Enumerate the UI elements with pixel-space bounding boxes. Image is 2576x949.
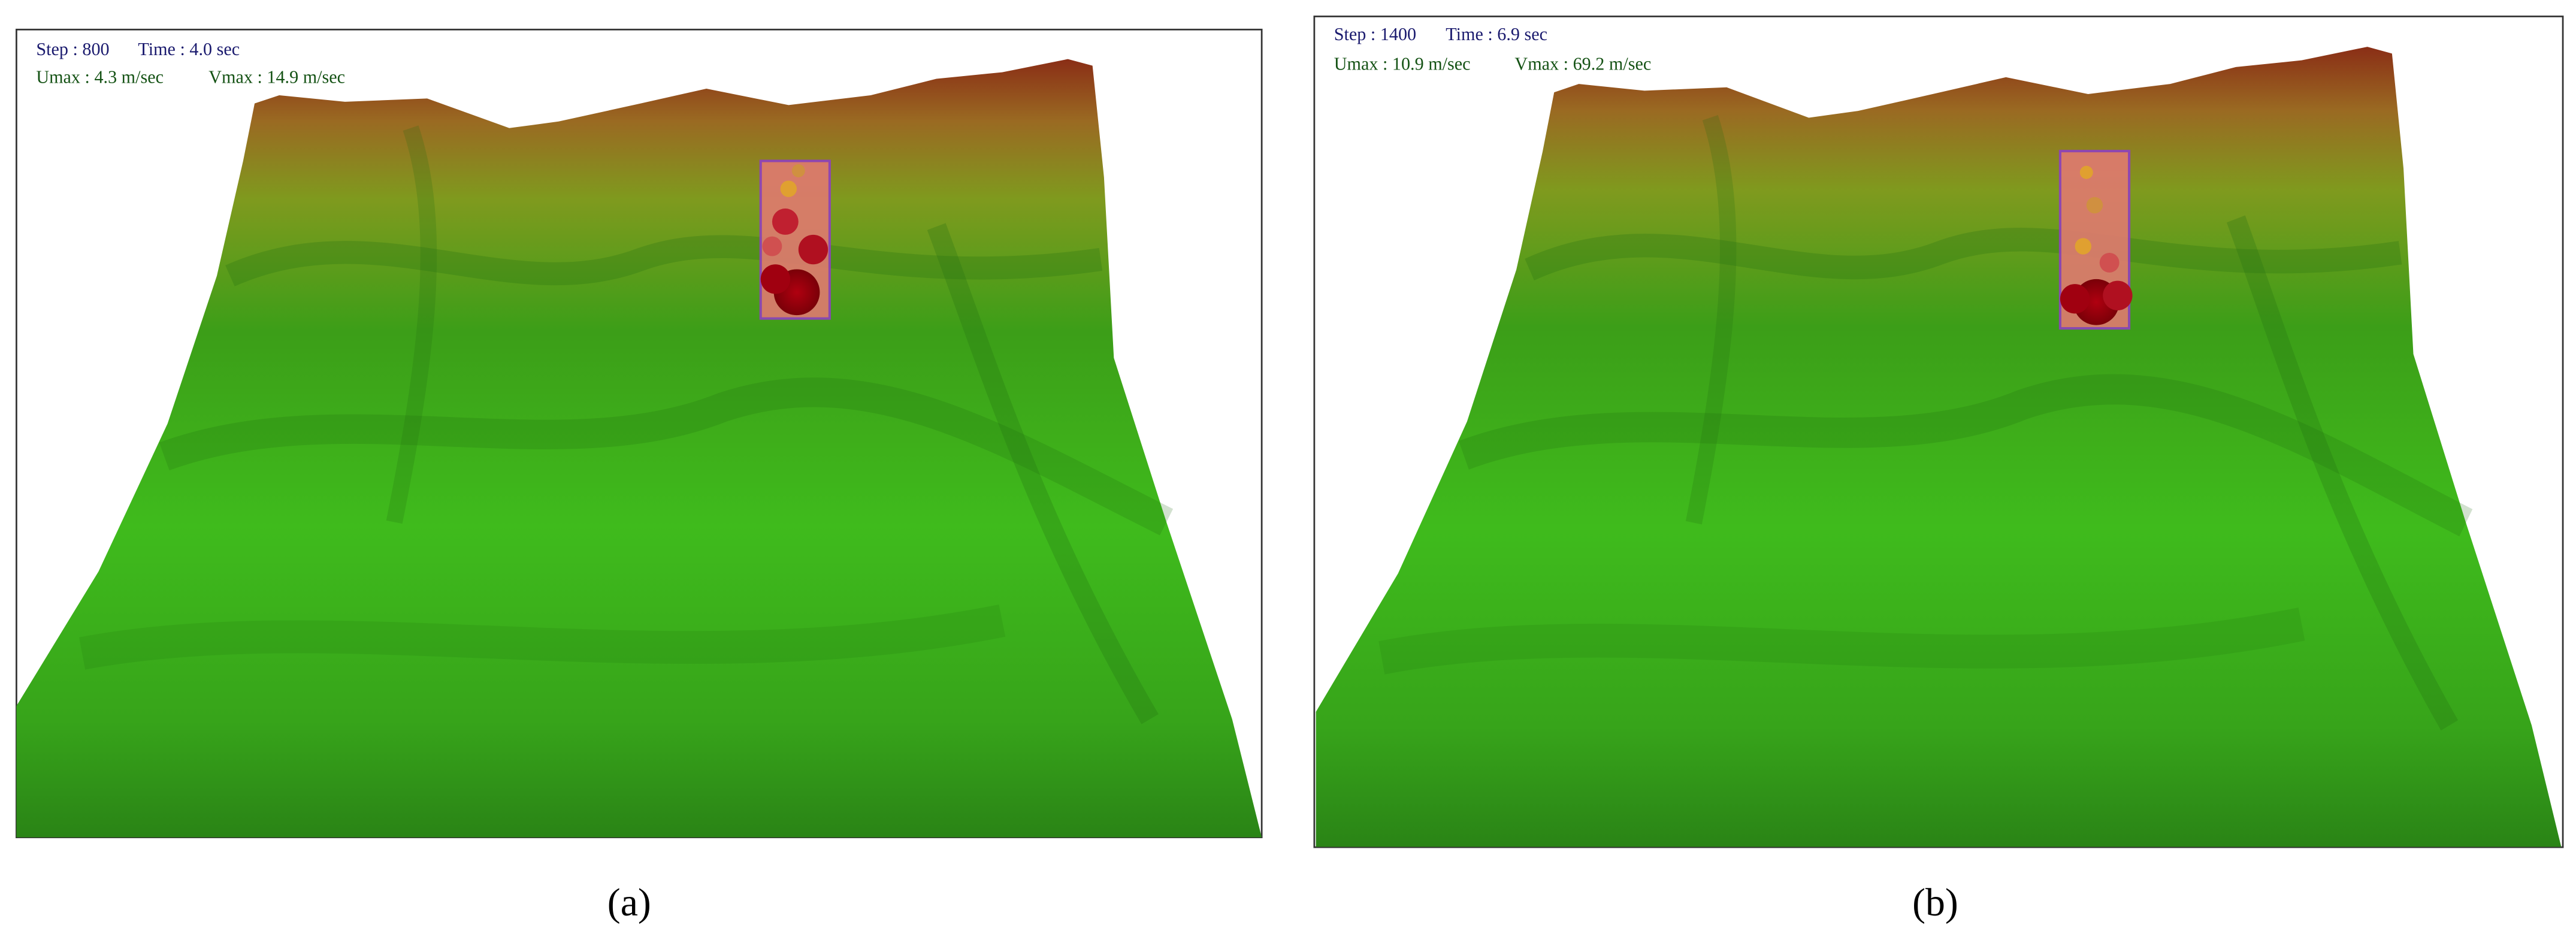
time-label: Time : 6.9 sec: [1446, 24, 1547, 44]
umax-label: Umax : 10.9 m/sec: [1334, 54, 1471, 74]
step-label: Step : 800: [36, 39, 109, 59]
vmax-label: Vmax : 69.2 m/sec: [1514, 54, 1651, 74]
umax-label: Umax : 4.3 m/sec: [36, 67, 164, 87]
time-label: Time : 4.0 sec: [138, 39, 240, 59]
panel-a: Step : 800 Time : 4.0 sec Umax : 4.3 m/s…: [16, 28, 1262, 924]
debris-cluster: [2058, 150, 2133, 330]
debris-cluster: [759, 159, 831, 320]
panel-b: Step : 1400 Time : 6.9 sec Umax : 10.9 m…: [1314, 16, 2563, 924]
vmax-label: Vmax : 14.9 m/sec: [208, 67, 345, 87]
panel-caption: (b): [1912, 881, 1958, 924]
panel-caption: (a): [607, 881, 651, 924]
step-label: Step : 1400: [1334, 24, 1416, 44]
